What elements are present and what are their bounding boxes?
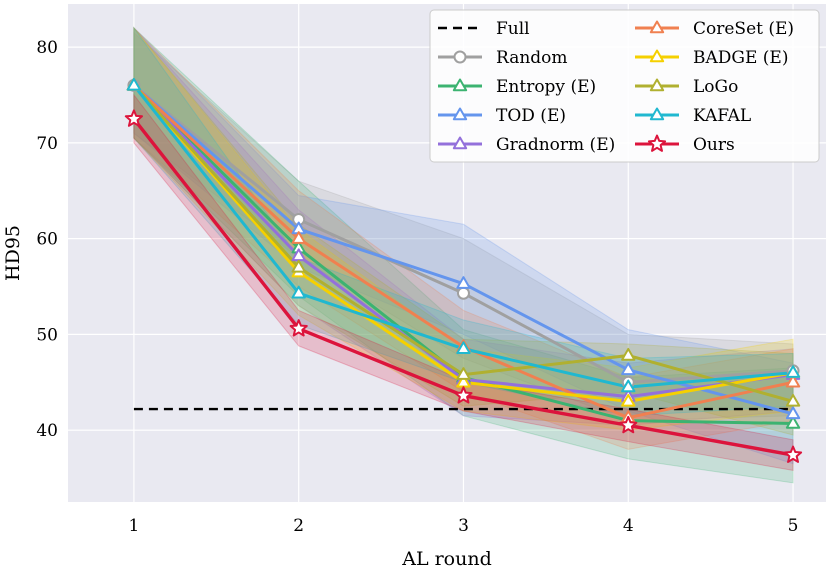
point-logo-5 xyxy=(785,393,801,407)
legend-logo-marker xyxy=(649,78,665,92)
legend-kafal-marker xyxy=(649,107,665,121)
y-tick-label-50: 50 xyxy=(36,325,58,345)
legend-logo-label: LoGo xyxy=(693,77,738,97)
point-kafal-4 xyxy=(621,379,636,393)
point-logo-2 xyxy=(291,259,306,273)
legend-tod-e-label: TOD (E) xyxy=(496,106,566,126)
point-tod-e-5 xyxy=(785,406,801,420)
legend-gradnorm-e-marker xyxy=(452,136,468,150)
x-tick-label-2: 2 xyxy=(293,516,304,536)
point-coreset-e-5 xyxy=(785,374,801,388)
y-tick-label-70: 70 xyxy=(36,134,58,154)
point-tod-e-3 xyxy=(456,276,471,289)
x-tick-label-1: 1 xyxy=(128,516,139,536)
legend: Full Random Entropy (E) TOD (E) Gradnorm (E)… xyxy=(429,9,820,163)
x-axis-label: AL round xyxy=(401,548,492,569)
legend-gradnorm-e-label: Gradnorm (E) xyxy=(496,135,615,155)
point-tod-e-4 xyxy=(621,362,636,376)
x-tick-labels: 1 2 3 4 5 xyxy=(128,516,798,536)
x-tick-label-4: 4 xyxy=(623,516,634,536)
legend-random-label: Random xyxy=(496,48,568,68)
point-logo-4 xyxy=(621,347,636,361)
y-tick-label-40: 40 xyxy=(36,421,58,441)
legend-coreset-e-label: CoreSet (E) xyxy=(693,19,794,39)
legend-entropy-e-label: Entropy (E) xyxy=(496,77,596,97)
y-axis-label: HD95 xyxy=(2,225,24,281)
point-ours-5 xyxy=(783,445,803,463)
point-entropy-e-5 xyxy=(785,415,801,429)
legend-ours-marker xyxy=(647,134,667,152)
point-ours-2 xyxy=(289,319,308,337)
legend-tod-e-marker xyxy=(452,107,468,121)
series-markers xyxy=(124,77,803,463)
legend-box xyxy=(429,9,820,163)
point-coreset-e-2 xyxy=(291,231,306,244)
x-tick-label-5: 5 xyxy=(788,516,799,536)
legend-ours-label: Ours xyxy=(693,135,735,155)
legend-badge-e-marker xyxy=(649,49,665,63)
point-random-3 xyxy=(456,286,470,300)
legend-kafal-label: KAFAL xyxy=(693,106,751,126)
legend-coreset-e-marker xyxy=(649,20,665,34)
legend-entropy-e-marker xyxy=(452,78,468,92)
y-tick-label-80: 80 xyxy=(36,38,58,58)
point-kafal-1 xyxy=(126,77,142,91)
point-logo-3 xyxy=(456,367,471,380)
point-ours-4 xyxy=(619,415,638,434)
point-kafal-2 xyxy=(291,285,306,299)
y-tick-label-60: 60 xyxy=(36,230,58,250)
x-tick-label-3: 3 xyxy=(458,516,469,536)
legend-full-label: Full xyxy=(496,19,530,39)
point-kafal-3 xyxy=(456,341,471,354)
legend-badge-e-label: BADGE (E) xyxy=(693,48,788,68)
point-ours-3 xyxy=(454,386,473,404)
legend-random-marker xyxy=(453,50,467,64)
point-badge-e-4 xyxy=(621,393,636,407)
y-tick-labels: 40 50 60 70 80 xyxy=(36,38,58,441)
point-ours-1 xyxy=(124,109,143,127)
point-kafal-5 xyxy=(785,365,801,378)
